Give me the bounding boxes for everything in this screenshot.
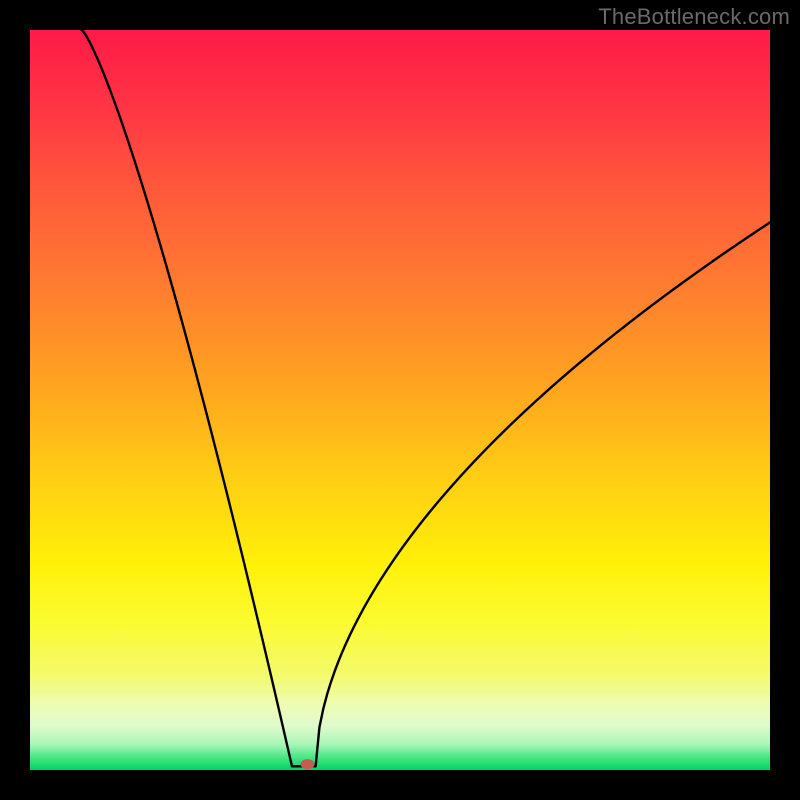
watermark-text: TheBottleneck.com xyxy=(598,4,790,30)
chart-plot-background xyxy=(30,30,770,770)
bottleneck-chart xyxy=(0,0,800,800)
optimal-point-marker xyxy=(301,759,315,769)
